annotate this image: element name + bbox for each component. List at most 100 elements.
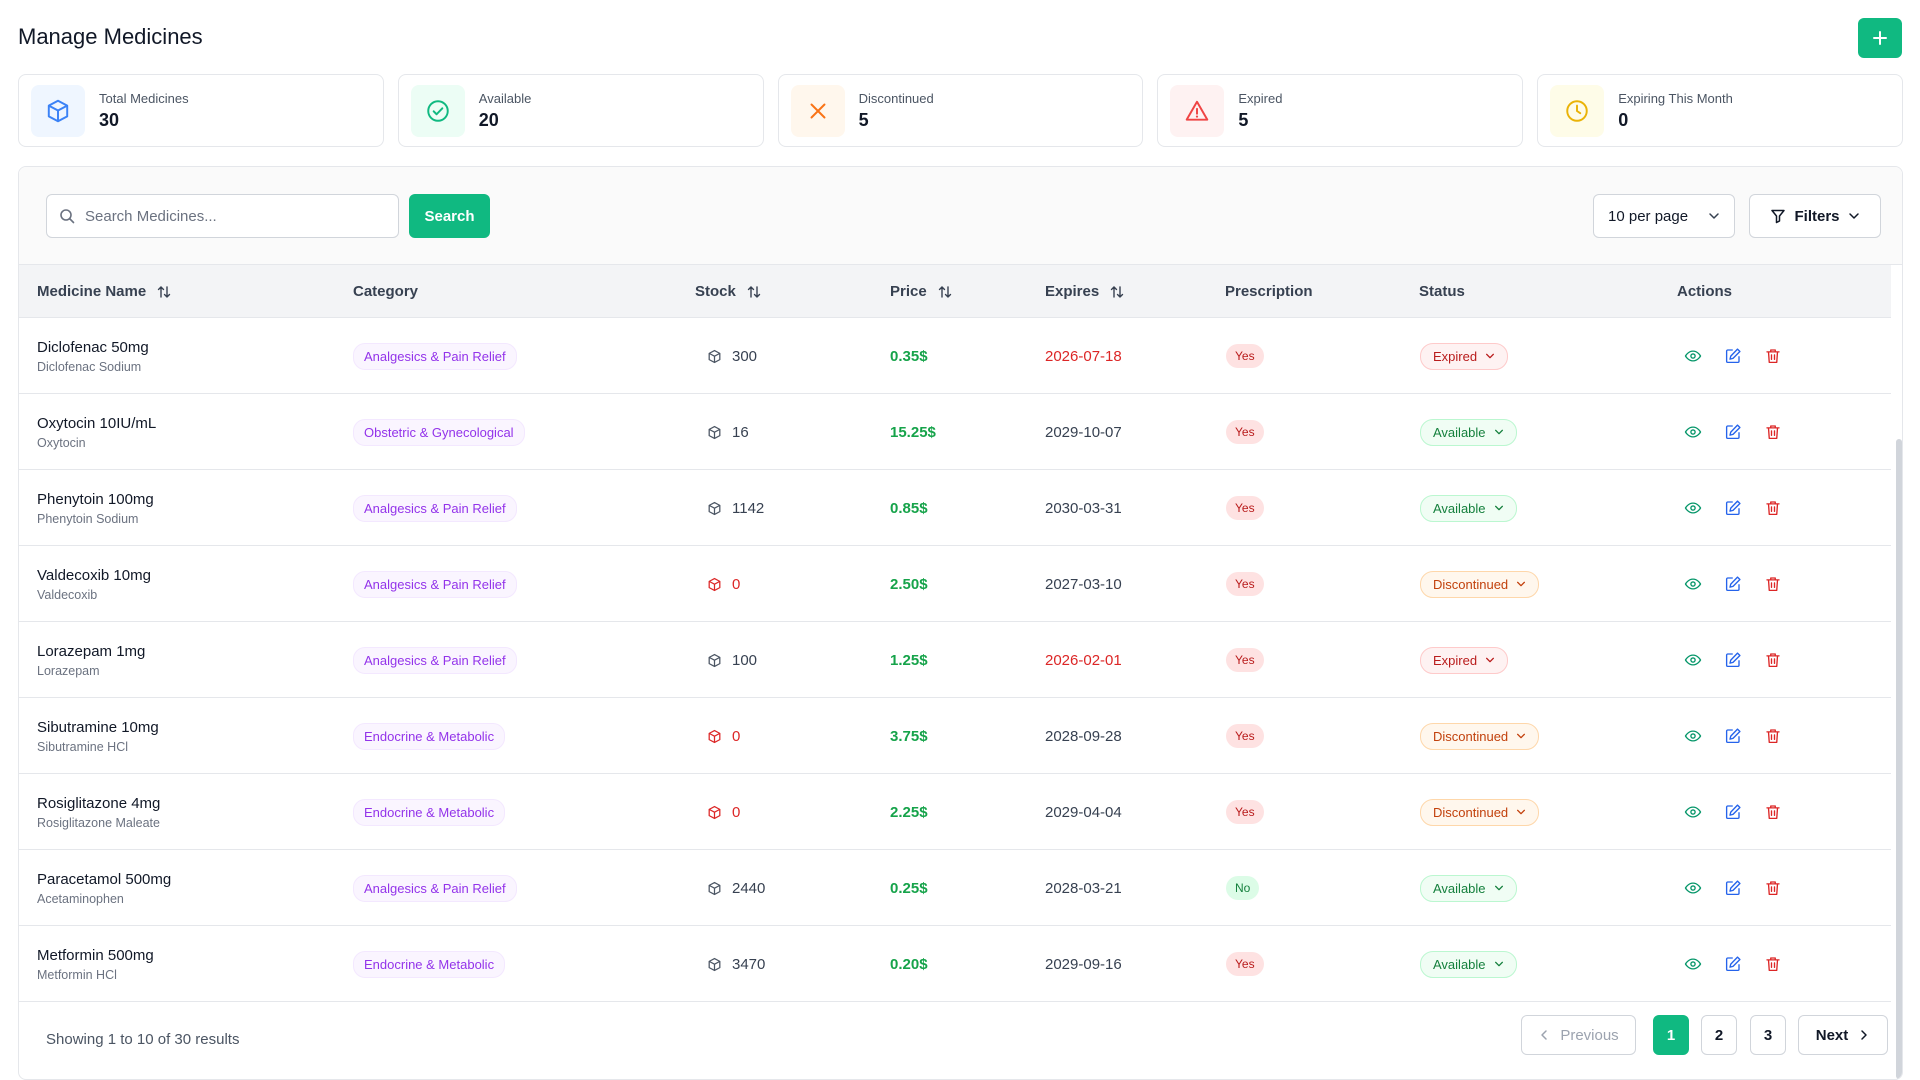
- delete-icon[interactable]: [1764, 651, 1782, 669]
- table-scrollbar[interactable]: [1895, 437, 1902, 1079]
- stat-value: 5: [1238, 109, 1249, 130]
- category-cell: Analgesics & Pain Relief: [353, 470, 517, 546]
- status-label: Available: [1433, 500, 1486, 516]
- delete-icon[interactable]: [1764, 803, 1782, 821]
- edit-icon[interactable]: [1724, 955, 1742, 973]
- price-value: 0.85$: [890, 499, 928, 517]
- status-dropdown[interactable]: Expired: [1420, 646, 1509, 674]
- filters-button[interactable]: Filters: [1749, 194, 1881, 238]
- medicines-panel: Search 10 per page Filters Medicine Name…: [18, 166, 1903, 1080]
- view-icon[interactable]: [1684, 727, 1702, 745]
- prescription-cell: Yes: [1226, 926, 1264, 1002]
- chevron-down-icon: [1517, 733, 1526, 739]
- stock-cell: 100: [707, 622, 757, 698]
- add-medicine-button[interactable]: [1858, 18, 1902, 58]
- header-category: Category: [353, 265, 418, 318]
- stat-card-expired: Expired 5: [1157, 74, 1524, 147]
- delete-icon[interactable]: [1764, 499, 1782, 517]
- delete-icon[interactable]: [1764, 955, 1782, 973]
- status-cell: Available: [1420, 394, 1517, 470]
- view-icon[interactable]: [1684, 879, 1702, 897]
- view-icon[interactable]: [1684, 347, 1702, 365]
- box-icon: [708, 501, 721, 515]
- prescription-cell: Yes: [1226, 394, 1264, 470]
- stat-text: Available 20: [479, 91, 532, 131]
- status-dropdown[interactable]: Available: [1420, 874, 1517, 902]
- status-dropdown[interactable]: Available: [1420, 418, 1517, 446]
- prescription-cell: Yes: [1226, 546, 1264, 622]
- view-icon[interactable]: [1684, 575, 1702, 593]
- header-price[interactable]: Price: [890, 265, 953, 318]
- header-label: Medicine Name: [37, 283, 147, 300]
- edit-icon[interactable]: [1724, 879, 1742, 897]
- per-page-select[interactable]: 10 per page: [1593, 194, 1735, 238]
- table-row[interactable]: Lorazepam 1mg Lorazepam Analgesics & Pai…: [19, 622, 1891, 698]
- view-icon[interactable]: [1684, 423, 1702, 441]
- edit-icon[interactable]: [1724, 727, 1742, 745]
- page-button-3[interactable]: 3: [1750, 1015, 1786, 1055]
- header-label: Category: [353, 283, 419, 300]
- view-icon[interactable]: [1684, 651, 1702, 669]
- table-row[interactable]: Phenytoin 100mg Phenytoin Sodium Analges…: [19, 470, 1891, 546]
- price-value: 2.25$: [890, 803, 928, 821]
- delete-icon[interactable]: [1764, 347, 1782, 365]
- status-dropdown[interactable]: Available: [1420, 494, 1517, 522]
- generic-name: Diclofenac Sodium: [37, 359, 142, 374]
- page-button-2[interactable]: 2: [1701, 1015, 1737, 1055]
- delete-icon[interactable]: [1764, 727, 1782, 745]
- edit-icon[interactable]: [1724, 575, 1742, 593]
- edit-icon[interactable]: [1724, 499, 1742, 517]
- edit-icon[interactable]: [1724, 347, 1742, 365]
- view-icon[interactable]: [1684, 955, 1702, 973]
- expires-value: 2027-03-10: [1045, 575, 1122, 593]
- table-row[interactable]: Valdecoxib 10mg Valdecoxib Analgesics & …: [19, 546, 1891, 622]
- per-page-value: 10 per page: [1608, 207, 1689, 225]
- table-row[interactable]: Paracetamol 500mg Acetaminophen Analgesi…: [19, 850, 1891, 926]
- category-badge: Analgesics & Pain Relief: [353, 646, 517, 674]
- view-icon[interactable]: [1684, 803, 1702, 821]
- view-icon[interactable]: [1684, 499, 1702, 517]
- stock-cell: 300: [707, 318, 757, 394]
- status-dropdown[interactable]: Discontinued: [1420, 570, 1540, 598]
- search-button[interactable]: Search: [409, 194, 490, 238]
- stock-value: 100: [732, 651, 758, 669]
- table-row[interactable]: Oxytocin 10IU/mL Oxytocin Obstetric & Gy…: [19, 394, 1891, 470]
- status-dropdown[interactable]: Discontinued: [1420, 798, 1540, 826]
- stat-text: Expired 5: [1238, 91, 1282, 131]
- table-header: Medicine Name Category Stock Price Expir…: [19, 265, 1891, 318]
- edit-icon[interactable]: [1724, 651, 1742, 669]
- table-row[interactable]: Sibutramine 10mg Sibutramine HCl Endocri…: [19, 698, 1891, 774]
- x-icon: [790, 84, 845, 137]
- status-label: Available: [1433, 956, 1486, 972]
- previous-page-button[interactable]: Previous: [1521, 1015, 1636, 1055]
- header-medicine-name[interactable]: Medicine Name: [37, 265, 172, 318]
- delete-icon[interactable]: [1764, 879, 1782, 897]
- next-page-button[interactable]: Next: [1798, 1015, 1888, 1055]
- status-dropdown[interactable]: Discontinued: [1420, 722, 1540, 750]
- status-dropdown[interactable]: Expired: [1420, 342, 1509, 370]
- search-box[interactable]: [46, 194, 399, 238]
- delete-icon[interactable]: [1764, 575, 1782, 593]
- table-row[interactable]: Metformin 500mg Metformin HCl Endocrine …: [19, 926, 1891, 1002]
- delete-icon[interactable]: [1764, 423, 1782, 441]
- header-expires[interactable]: Expires: [1045, 265, 1125, 318]
- header-label: Expires: [1045, 283, 1100, 300]
- filter-icon: [1771, 209, 1786, 224]
- header-stock[interactable]: Stock: [695, 265, 762, 318]
- box-icon: [708, 805, 721, 819]
- expires-value: 2026-07-18: [1045, 347, 1122, 365]
- stock-value: 1142: [732, 499, 765, 517]
- table-row[interactable]: Rosiglitazone 4mg Rosiglitazone Maleate …: [19, 774, 1891, 850]
- edit-icon[interactable]: [1724, 803, 1742, 821]
- generic-name: Oxytocin: [37, 435, 86, 450]
- search-input[interactable]: [85, 207, 365, 225]
- edit-icon[interactable]: [1724, 423, 1742, 441]
- sort-icon: [938, 285, 951, 298]
- status-dropdown[interactable]: Available: [1420, 950, 1517, 978]
- prescription-badge: Yes: [1226, 572, 1264, 596]
- category-cell: Endocrine & Metabolic: [353, 698, 506, 774]
- scroll-thumb[interactable]: [1896, 439, 1902, 1079]
- stock-cell: 0: [707, 546, 740, 622]
- table-row[interactable]: Diclofenac 50mg Diclofenac Sodium Analge…: [19, 318, 1891, 394]
- page-button-1[interactable]: 1: [1653, 1015, 1689, 1055]
